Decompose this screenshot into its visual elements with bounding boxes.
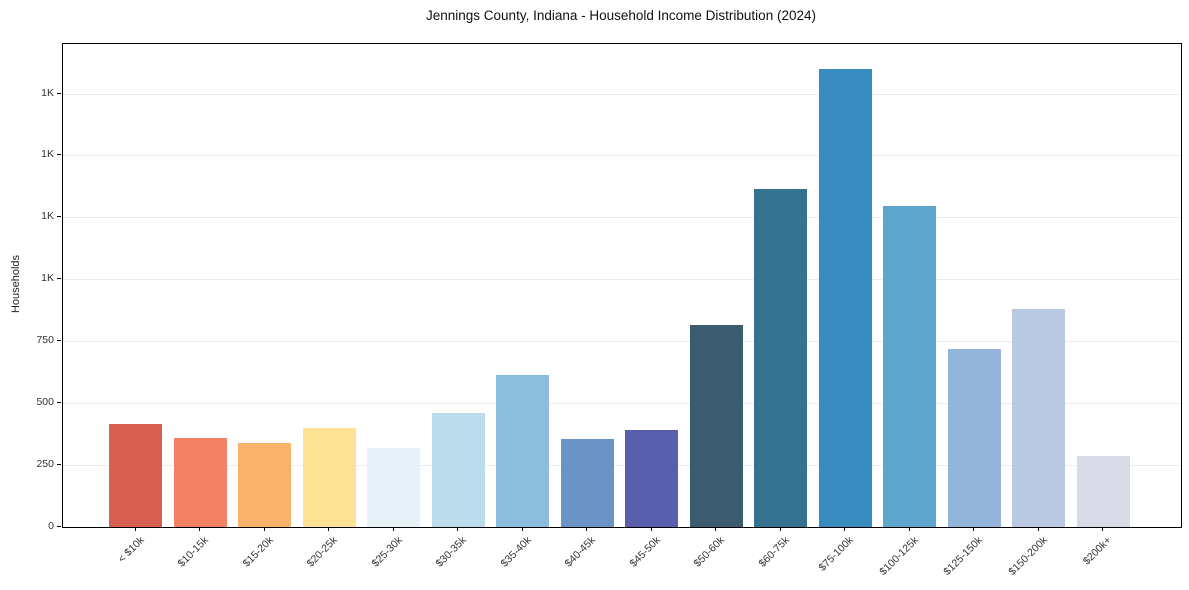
bar-150-200k: [1012, 309, 1065, 527]
x-tick-label: $15-20k: [239, 534, 276, 570]
bar-30-35k: [431, 413, 485, 527]
x-tick-mark: [650, 527, 652, 531]
x-tick-label: $35-40k: [497, 534, 534, 570]
bar-60-75k: [754, 188, 807, 527]
x-tick-label: $40-45k: [562, 534, 598, 570]
x-tick-mark: [328, 527, 329, 531]
bar-75-100k: [818, 68, 872, 527]
y-tick-mark: [57, 154, 61, 156]
x-tick-mark: [844, 527, 845, 531]
y-tick-label: 1K: [41, 148, 54, 161]
x-tick-label: $150-200k: [1005, 534, 1050, 578]
x-tick-label: $20-25k: [304, 534, 340, 570]
x-tick-mark: [392, 527, 394, 531]
y-tick-label: 0: [48, 520, 54, 532]
bar-35-40k: [496, 374, 549, 527]
x-tick-label: $75-100k: [816, 534, 856, 574]
x-tick-label: $10-15k: [175, 534, 211, 570]
x-tick-mark: [457, 527, 458, 531]
y-tick-mark: [57, 216, 61, 218]
bar-200k: [1076, 456, 1130, 527]
gridline: [63, 155, 1181, 157]
x-tick-label: $60-75k: [755, 534, 792, 570]
x-tick-label: $45-50k: [626, 534, 663, 570]
y-tick-mark: [57, 402, 61, 404]
bar-40-45k: [560, 439, 614, 527]
y-tick-label: 1K: [41, 272, 54, 285]
bar-25-30k: [367, 447, 420, 527]
y-tick-label: 750: [36, 334, 54, 347]
x-tick-mark: [1102, 527, 1103, 531]
bar-10k: [109, 424, 162, 527]
x-tick-label: $30-35k: [433, 534, 469, 570]
y-tick-label: 500: [36, 396, 54, 409]
y-tick-mark: [57, 278, 61, 280]
x-tick-label: $25-30k: [368, 534, 405, 570]
x-tick-label: $200k+: [1080, 534, 1114, 568]
y-tick-label: 1K: [41, 210, 54, 223]
y-tick-mark: [57, 340, 61, 342]
plot-area: [62, 43, 1182, 528]
x-tick-label: $50-60k: [691, 534, 727, 570]
x-tick-mark: [973, 527, 974, 531]
y-tick-mark: [57, 92, 61, 94]
gridline: [63, 93, 1181, 95]
bar-100-125k: [883, 206, 936, 527]
x-tick-label: $100-125k: [876, 534, 921, 578]
y-tick-mark: [57, 464, 61, 466]
gridline: [63, 279, 1181, 281]
x-tick-mark: [779, 527, 781, 531]
x-tick-label: < $10k: [115, 534, 147, 566]
x-tick-mark: [134, 527, 136, 531]
x-tick-mark: [1037, 527, 1039, 531]
bar-10-15k: [173, 437, 227, 527]
bar-20-25k: [302, 427, 356, 527]
y-tick-label: 1K: [41, 86, 54, 99]
y-tick-mark: [57, 526, 61, 527]
x-tick-mark: [199, 527, 200, 531]
x-tick-mark: [521, 527, 523, 531]
y-tick-label: 250: [36, 458, 54, 471]
bar-125-150k: [947, 348, 1001, 527]
x-tick-mark: [908, 527, 910, 531]
y-axis-label: Households: [10, 254, 22, 314]
x-tick-mark: [586, 527, 587, 531]
x-tick-mark: [263, 527, 265, 531]
gridline: [63, 217, 1181, 219]
bar-50-60k: [689, 325, 743, 527]
bar-15-20k: [238, 442, 291, 527]
x-tick-label: $125-150k: [941, 534, 985, 578]
x-tick-mark: [715, 527, 716, 531]
bar-45-50k: [625, 430, 678, 527]
chart-title: Jennings County, Indiana - Household Inc…: [426, 8, 816, 23]
